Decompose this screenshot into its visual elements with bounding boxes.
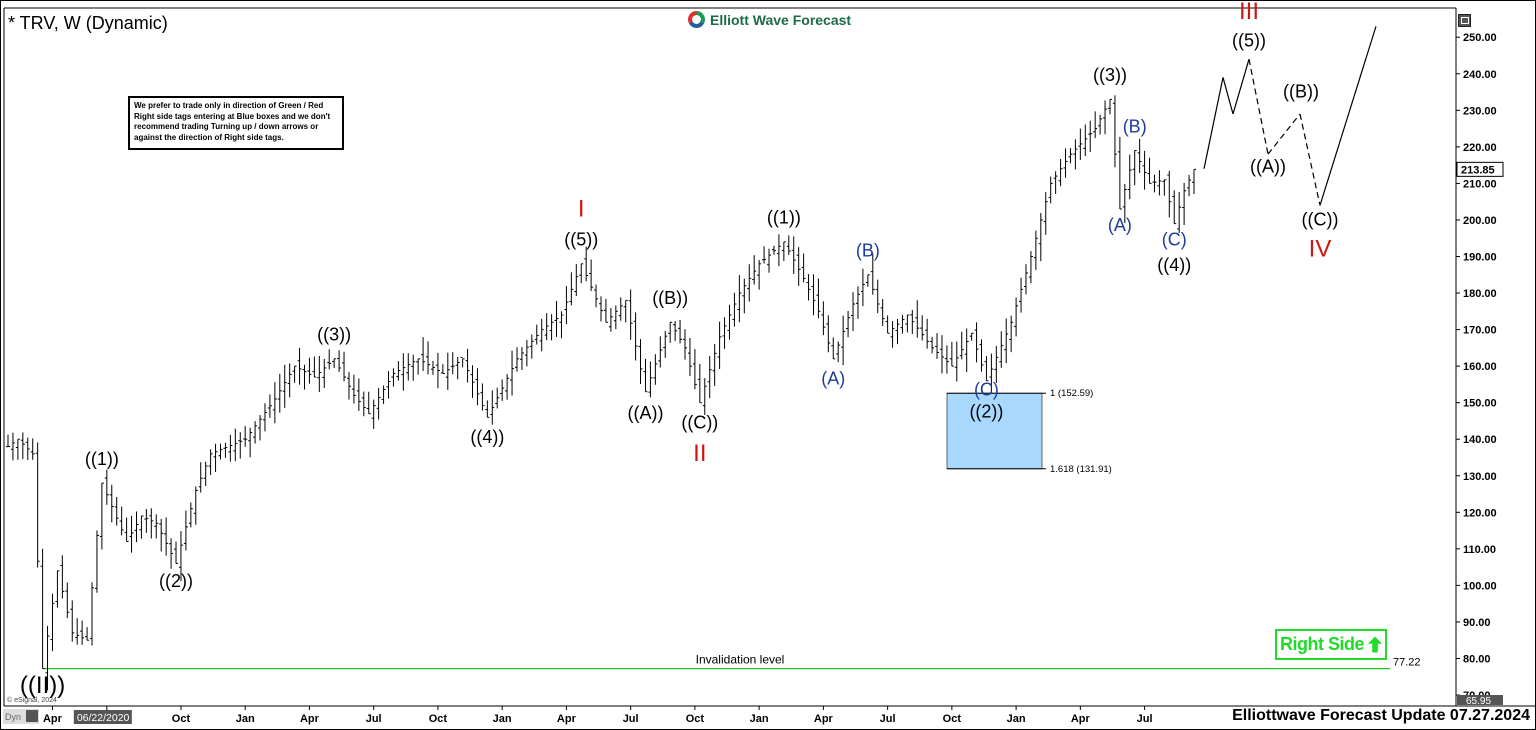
projection-wave-label: ((A)) bbox=[1250, 156, 1286, 176]
footer-update-title: Elliottwave Forecast Update 07.27.2024 bbox=[1232, 707, 1530, 724]
time-tick-label: Apr bbox=[557, 713, 577, 725]
wave-label: ((4)) bbox=[470, 427, 504, 447]
bottom-price-box bbox=[1457, 695, 1503, 705]
price-tick-label: 120.00 bbox=[1463, 507, 1497, 519]
price-tick-label: 150.00 bbox=[1463, 398, 1497, 410]
projection-wave-label: ((B)) bbox=[1283, 82, 1319, 102]
dyn-label: Dyn bbox=[5, 712, 21, 722]
time-tick-label: Jul bbox=[366, 713, 382, 725]
price-tick-label: 110.00 bbox=[1463, 544, 1496, 556]
price-tick-label: 250.00 bbox=[1463, 32, 1497, 44]
price-tick-label: 170.00 bbox=[1463, 325, 1497, 337]
time-tick-label: Jan bbox=[750, 713, 769, 725]
wave-label: ((4)) bbox=[1157, 255, 1191, 275]
time-tick-label: Oct bbox=[686, 713, 705, 725]
wave-label: II bbox=[693, 440, 706, 467]
time-tick-label: Apr bbox=[300, 713, 320, 725]
wave-label: ((5)) bbox=[564, 230, 598, 250]
price-tick-label: 160.00 bbox=[1463, 361, 1497, 373]
time-axis: Apr 06/22/2020 Oct Jan Apr Jul Oct Jan Apr Jul Oct… bbox=[43, 706, 1153, 725]
wave-label: ((2)) bbox=[159, 571, 193, 591]
last-price-box bbox=[1456, 161, 1504, 177]
time-tick-label: Oct bbox=[429, 713, 448, 725]
price-tick-label: 190.00 bbox=[1463, 252, 1497, 264]
wave-label: I bbox=[578, 195, 585, 222]
wave-label: (C) bbox=[974, 379, 999, 399]
price-tick-label: 140.00 bbox=[1463, 434, 1497, 446]
time-tick-label: Jul bbox=[1137, 713, 1153, 725]
projection-segment bbox=[1232, 58, 1250, 115]
time-tick-label: Jul bbox=[623, 713, 639, 725]
projection-wave-label: IV bbox=[1309, 236, 1332, 263]
wave-label: (A) bbox=[821, 368, 845, 388]
right-side-label: Right Side bbox=[1280, 634, 1365, 654]
last-price-label: 213.85 bbox=[1461, 164, 1495, 176]
wave-label: (B) bbox=[1123, 116, 1147, 136]
wave-label: ((1)) bbox=[85, 449, 119, 469]
time-tick-label: Apr bbox=[43, 713, 63, 725]
time-tick-label: Apr bbox=[1071, 713, 1091, 725]
price-tick-label: 100.00 bbox=[1463, 580, 1497, 592]
price-axis: 250.00 240.00 230.00 220.00 210.00 200.00 190.… bbox=[1456, 32, 1497, 702]
price-tick-label: 240.00 bbox=[1463, 69, 1497, 81]
wave-label: ((3)) bbox=[1093, 65, 1127, 85]
wave-label: ((2)) bbox=[969, 401, 1003, 421]
time-tick-label: Jan bbox=[493, 713, 512, 725]
wave-label: (B) bbox=[856, 241, 880, 261]
scroll-icon bbox=[26, 710, 38, 722]
wave-label: ((3)) bbox=[317, 325, 351, 345]
time-tick-label: Oct bbox=[943, 713, 962, 725]
projection-segment bbox=[1319, 26, 1377, 206]
projection-segment bbox=[1222, 77, 1234, 115]
arrow-up-icon bbox=[1368, 636, 1382, 653]
logo-icon bbox=[688, 11, 705, 28]
price-tick-label: 200.00 bbox=[1463, 215, 1497, 227]
projection-wave-label: ((5)) bbox=[1232, 30, 1266, 50]
time-tick-label: Jan bbox=[236, 713, 255, 725]
window-restore-icon[interactable] bbox=[1458, 14, 1471, 27]
blue-box-top-label: 1 (152.59) bbox=[1050, 388, 1093, 399]
time-tick-label: 06/22/2020 bbox=[77, 712, 130, 724]
trading-note: We prefer to trade only in direction of … bbox=[128, 96, 344, 150]
wave-label: ((B)) bbox=[652, 288, 688, 308]
elliott-wave-forecast-logo: Elliott Wave Forecast bbox=[688, 11, 851, 28]
wave-label: ((II)) bbox=[20, 672, 65, 699]
price-tick-label: 90.00 bbox=[1463, 617, 1491, 629]
projection-segment bbox=[1299, 113, 1321, 206]
right-side-tag: Right Side bbox=[1275, 629, 1387, 660]
invalidation-value: 77.22 bbox=[1393, 657, 1421, 669]
wave-label: (A) bbox=[1108, 215, 1132, 235]
wave-labels: ((II)) ((1)) ((2)) ((3)) ((4)) ((5)) I ((A)) ((B… bbox=[20, 0, 1339, 699]
logo-text: Elliott Wave Forecast bbox=[710, 11, 852, 28]
wave-label: (C) bbox=[1162, 230, 1187, 250]
invalidation-label: Invalidation level bbox=[696, 653, 785, 667]
price-tick-label: 220.00 bbox=[1463, 142, 1497, 154]
projection-segment bbox=[1203, 77, 1224, 169]
time-tick-label: Oct bbox=[172, 713, 191, 725]
time-tick-label: Jan bbox=[1007, 713, 1026, 725]
wave-label: ((C)) bbox=[681, 412, 718, 432]
price-tick-label: 180.00 bbox=[1463, 288, 1497, 300]
bottom-price-label: 65.95 bbox=[1466, 696, 1491, 707]
date-highlight-box bbox=[73, 710, 132, 724]
ohlc-bars bbox=[6, 95, 1196, 691]
projection-segment bbox=[1267, 113, 1301, 155]
time-tick-label: Jul bbox=[880, 713, 896, 725]
blue-box-bottom-label: 1.618 (131.91) bbox=[1050, 464, 1112, 475]
price-tick-label: 210.00 bbox=[1463, 178, 1497, 190]
projection-segment bbox=[1248, 59, 1269, 155]
price-tick-label: 80.00 bbox=[1463, 653, 1491, 665]
time-tick-label: Apr bbox=[814, 713, 834, 725]
esignal-copyright: © eSignal, 2024 bbox=[7, 696, 57, 704]
wave-label: ((A)) bbox=[627, 403, 663, 423]
price-tick-label: 130.00 bbox=[1463, 471, 1497, 483]
projection-wave-label: ((C)) bbox=[1302, 209, 1339, 229]
chart-title: * TRV, W (Dynamic) bbox=[8, 13, 168, 33]
wave-label: ((1)) bbox=[767, 208, 801, 228]
projection-wave-label: III bbox=[1239, 0, 1259, 25]
price-tick-label: 230.00 bbox=[1463, 105, 1497, 117]
